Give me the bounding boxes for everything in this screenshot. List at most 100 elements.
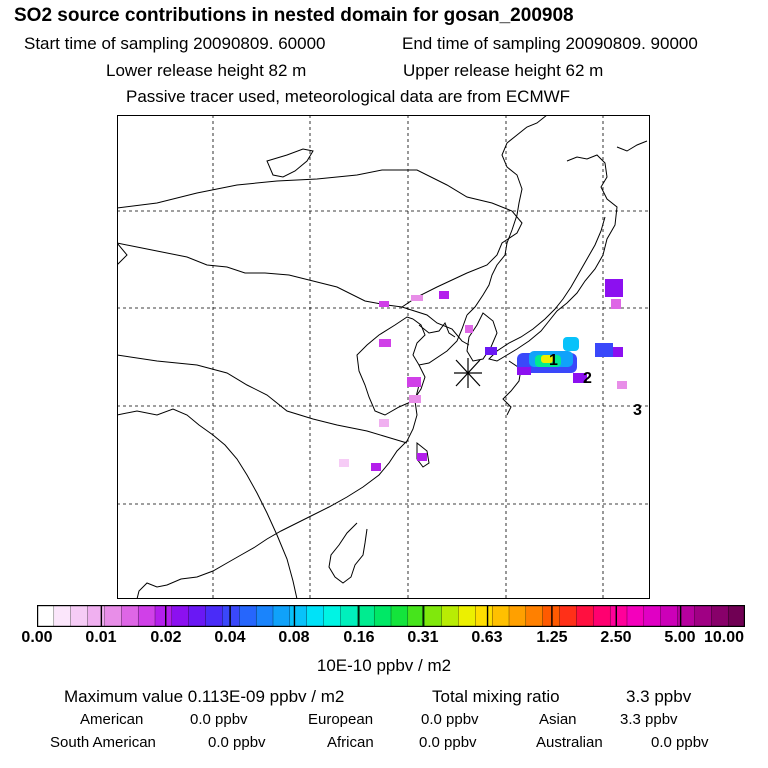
colorbar-cell [255,605,274,627]
plume-patch [605,279,623,297]
lower-release-label: Lower release height 82 m [106,61,307,80]
map-plot: 1 2 3 [117,115,650,599]
colorbar-cell [323,605,341,627]
region-name: South American [50,734,156,751]
colorbar-cell [609,605,628,627]
colorbar-cell [508,605,527,627]
coastline-japan [488,154,618,362]
upper-release-label: Upper release height 62 m [403,61,604,80]
coastline-lake [266,148,314,178]
plume-patch [411,295,423,301]
colorbar-cell [491,605,510,627]
border-line [117,354,408,444]
colorbar-cell [694,605,712,627]
colorbar-cell [475,605,493,627]
receptor-marker [454,358,482,388]
colorbar-cell [576,605,594,627]
colorbar-cell [205,605,223,627]
colorbar-cell [239,605,257,627]
concentration-field [339,279,627,471]
region-value: 3.3 ppbv [620,711,678,728]
plume-patch [379,419,389,427]
plume-core [563,337,579,351]
source-marker-2: 2 [583,370,592,387]
plume-patch [379,339,391,347]
plume-patch [485,347,497,355]
colorbar-cell [559,605,577,627]
colorbar-tick-label: 2.50 [600,629,632,646]
region-value: 0.0 ppbv [421,711,479,728]
colorbar-cell [306,605,325,627]
colorbar-cell [458,605,476,627]
colorbar-cell [727,605,745,627]
region-value: 0.0 ppbv [419,734,477,751]
colorbar-cell [272,605,291,627]
plume-patch [595,343,613,357]
colorbar [37,605,745,627]
colorbar-tick-label: 1.25 [536,629,568,646]
colorbar-cell [70,605,89,627]
coastline [466,115,548,316]
colorbar-cell [340,605,358,627]
plume-patch [417,453,427,461]
plume-core [541,355,553,363]
colorbar-cell [171,605,190,627]
coastline-luzon [328,522,368,584]
plume-patch [439,291,449,299]
total-mixing-value: 3.3 ppbv [626,687,692,706]
source-marker-3: 3 [633,402,642,419]
colorbar-cell [593,605,611,627]
plume-patch [371,463,381,471]
colorbar-cell [626,605,645,627]
colorbar-tick-label: 0.00 [21,629,53,646]
region-name: American [80,711,144,728]
colorbar-tick-label: 0.16 [343,629,375,646]
colorbar-cell [660,605,679,627]
plume-patch [339,459,349,467]
colorbar-cell [424,605,443,627]
colorbar-tick-lines [100,605,682,627]
colorbar-cell [104,605,122,627]
colorbar-cell [188,605,207,627]
colorbar-cell [373,605,392,627]
colorbar-frame [37,605,745,627]
plume-patch [611,299,621,309]
region-name: Asian [539,711,577,728]
colorbar-cell [87,605,105,627]
colorbar-cell [407,605,426,627]
end-time-label: End time of sampling 20090809. 90000 [402,34,698,53]
coastlines [117,115,648,599]
plume-patch [379,301,389,307]
border-line [117,242,128,266]
border-line [117,408,298,599]
max-value-label: Maximum value 0.113E-09 ppbv / m2 [64,687,345,706]
region-name: Australian [536,734,603,751]
plume-patch [465,325,473,333]
colorbar-tick-label: 0.63 [471,629,503,646]
region-name: European [308,711,374,728]
plume-patch [517,367,531,375]
region-value: 0.0 ppbv [208,734,266,751]
colorbar-tick-label: 0.01 [85,629,117,646]
colorbar-cell [53,605,72,627]
colorbar-unit-label: 10E-10 ppbv / m2 [316,656,452,675]
start-time-label: Start time of sampling 20090809. 60000 [24,34,326,53]
colorbar-tick-label: 0.04 [214,629,246,646]
colorbar-cell [711,605,729,627]
colorbar-tick-label: 0.31 [407,629,439,646]
region-name: African [327,734,374,751]
border-line [117,169,523,308]
colorbar-cell [357,605,375,627]
colorbar-cell [441,605,459,627]
region-value: 0.0 ppbv [651,734,709,751]
colorbar-cell [643,605,662,627]
colorbar-cell [121,605,139,627]
plume-patch [573,373,587,383]
plume-patch [409,395,421,403]
colorbar-tick-label: 5.00 [664,629,696,646]
total-mixing-label: Total mixing ratio [432,687,560,706]
colorbar-cell [289,605,308,627]
source-marker-1: 1 [549,352,558,369]
colorbar-tick-label: 0.02 [150,629,182,646]
region-value: 0.0 ppbv [190,711,248,728]
